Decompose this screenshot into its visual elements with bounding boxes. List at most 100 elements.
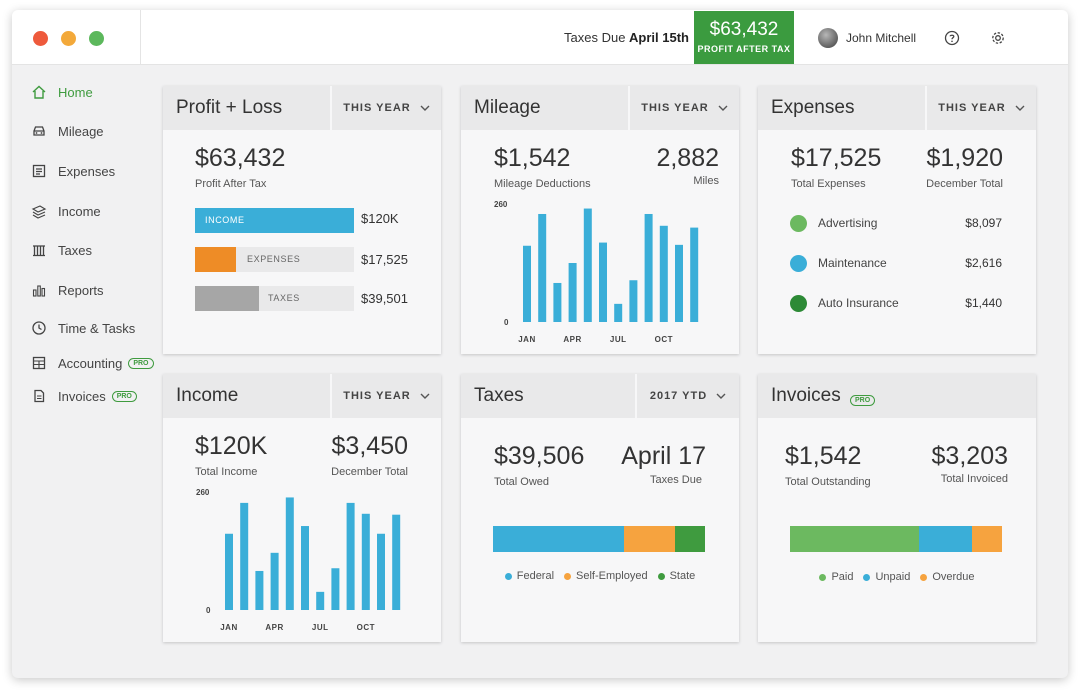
chevron-down-icon	[420, 393, 430, 399]
legend-label: Self-Employed	[576, 570, 648, 582]
total-owed-amount: $39,506	[494, 442, 585, 470]
taxes-due-date: April 17	[621, 442, 706, 470]
income-bar	[377, 533, 385, 610]
mileage-y-tick: 0	[504, 318, 509, 327]
invoices-legend-item: Paid	[819, 571, 853, 583]
december-total-label: December Total	[331, 466, 408, 478]
legend-label: Overdue	[932, 571, 975, 583]
mileage-bar	[553, 282, 562, 322]
expense-category-name: Advertising	[818, 216, 878, 230]
sidebar-item-label: Time & Tasks	[58, 320, 136, 336]
card-title: Invoices	[771, 385, 841, 406]
legend-dot	[657, 572, 665, 580]
mileage-bar	[583, 208, 592, 322]
user-menu[interactable]: John Mitchell	[818, 27, 916, 49]
sidebar-item-label: Mileage	[58, 123, 104, 139]
card-header: Taxes 2017 YTD	[461, 374, 739, 418]
expense-category-row[interactable]: Advertising $8,097	[790, 214, 1002, 234]
taxes-due-prefix: Taxes Due	[564, 30, 626, 45]
help-icon[interactable]	[943, 29, 961, 47]
period-dropdown[interactable]: THIS YEAR	[330, 86, 441, 130]
period-label: 2017 YTD	[649, 390, 708, 402]
mileage-bar	[523, 245, 531, 322]
mileage-bar	[690, 227, 699, 322]
expenses-card: Expenses THIS YEAR $17,525 Total Expense…	[758, 86, 1036, 354]
expenses-bar-fill	[195, 247, 237, 272]
sidebar-item-label: Accounting	[58, 355, 123, 371]
invoices-legend-item: Unpaid	[863, 571, 910, 583]
chevron-down-icon	[718, 105, 728, 111]
mileage-x-tick: JUL	[610, 335, 627, 344]
income-bar-fill	[195, 208, 354, 233]
sidebar-item-taxes[interactable]: Taxes	[30, 239, 92, 261]
period-dropdown[interactable]: THIS YEAR	[628, 86, 739, 130]
mileage-bar	[568, 263, 577, 322]
gear-icon[interactable]	[989, 29, 1007, 47]
legend-dot	[504, 572, 512, 580]
legend-label: Paid	[831, 571, 854, 583]
total-invoiced-amount: $3,203	[931, 442, 1008, 470]
home-icon	[30, 83, 48, 101]
sidebar-item-accounting[interactable]: Accounting PRO	[30, 352, 154, 374]
sidebar-item-invoices[interactable]: Invoices PRO	[30, 385, 137, 407]
sidebar-item-expenses[interactable]: Expenses	[30, 160, 115, 182]
period-dropdown[interactable]: THIS YEAR	[925, 86, 1036, 130]
mileage-bar	[675, 244, 683, 322]
sidebar-item-time-tasks[interactable]: Time & Tasks	[30, 317, 135, 339]
taxes-legend: Federal Self-Employed State	[461, 570, 739, 582]
total-income-label: Total Income	[195, 466, 258, 478]
card-header: Expenses THIS YEAR	[758, 86, 1036, 130]
pro-badge: PRO	[128, 357, 154, 369]
income-bar	[240, 502, 249, 610]
income-bar	[225, 533, 233, 610]
taxes-legend-item: Federal	[504, 570, 555, 582]
period-dropdown[interactable]: 2017 YTD	[635, 374, 739, 418]
sidebar: Home Mileage Expenses Income Taxes Repor…	[12, 65, 157, 678]
sidebar-item-home[interactable]: Home	[30, 81, 93, 103]
sidebar-item-mileage[interactable]: Mileage	[30, 120, 104, 142]
income-bar-chart: 260 0 JAN APR JUL OCT	[196, 488, 401, 632]
pro-badge: PRO	[850, 395, 876, 406]
income-bar	[346, 502, 355, 610]
income-x-tick: APR	[265, 623, 283, 632]
taxes-segment	[493, 526, 625, 552]
expense-category-row[interactable]: Auto Insurance $1,440	[790, 294, 1002, 314]
legend-label: Federal	[516, 570, 555, 582]
minimize-window-button[interactable]	[61, 31, 76, 46]
income-bar	[270, 552, 279, 610]
sidebar-item-reports[interactable]: Reports	[30, 279, 104, 301]
mileage-bar	[644, 213, 653, 322]
profit-after-tax-summary[interactable]: $63,432 PROFIT AFTER TAX	[694, 11, 794, 64]
mileage-y-tick: 260	[494, 200, 508, 209]
income-bar-label: INCOME	[205, 215, 245, 225]
period-dropdown[interactable]: THIS YEAR	[330, 374, 441, 418]
bar-chart-icon	[30, 281, 48, 299]
income-y-tick: 260	[196, 488, 210, 497]
total-income-amount: $120K	[195, 432, 268, 460]
miles-label: Miles	[693, 175, 719, 187]
sidebar-item-label: Invoices	[58, 388, 106, 404]
mileage-deductions-label: Mileage Deductions	[494, 178, 591, 190]
clock-icon	[30, 319, 48, 337]
receipt-icon	[30, 162, 48, 180]
expense-category-row[interactable]: Maintenance $2,616	[790, 254, 1002, 274]
expense-category-name: Auto Insurance	[818, 296, 899, 310]
profit-amount: $63,432	[709, 19, 779, 40]
sidebar-item-income[interactable]: Income	[30, 200, 101, 222]
maximize-window-button[interactable]	[89, 31, 104, 46]
mileage-x-tick: OCT	[655, 335, 673, 344]
miles-amount: 2,882	[656, 144, 719, 172]
period-label: THIS YEAR	[641, 102, 709, 114]
chevron-down-icon	[1015, 105, 1025, 111]
close-window-button[interactable]	[33, 31, 48, 46]
sidebar-item-label: Expenses	[58, 163, 116, 179]
mileage-card: Mileage THIS YEAR $1,542 Mileage Deducti…	[461, 86, 739, 354]
december-total-amount: $1,920	[926, 144, 1003, 172]
mileage-bar	[599, 242, 607, 322]
total-expenses-label: Total Expenses	[791, 178, 866, 190]
calculator-icon	[30, 354, 48, 372]
building-icon	[30, 241, 48, 259]
expenses-bar-label: EXPENSES	[247, 254, 301, 264]
user-name: John Mitchell	[846, 31, 917, 45]
income-x-tick: JUL	[312, 623, 329, 632]
